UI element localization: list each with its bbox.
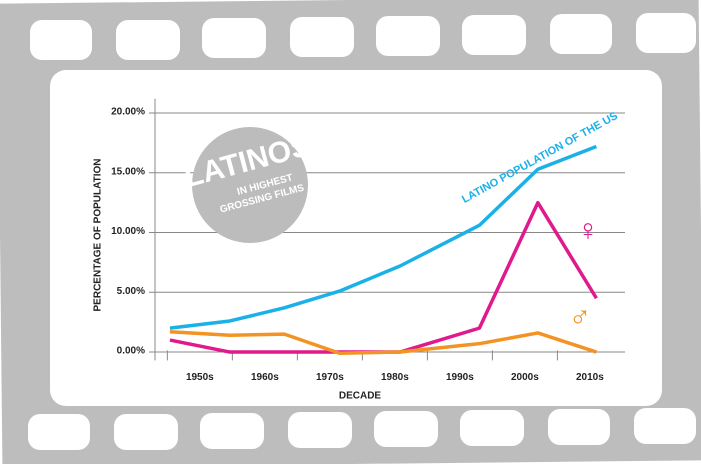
y-tick-label: 5.00% bbox=[117, 286, 145, 297]
legend-label: ♂ bbox=[569, 300, 592, 333]
x-tick-label: 1990s bbox=[446, 372, 474, 383]
x-tick-label: 1950s bbox=[186, 372, 214, 383]
x-tick-label: 2010s bbox=[576, 372, 604, 383]
y-tick-label: 15.00% bbox=[111, 166, 145, 177]
series-line bbox=[169, 329, 597, 355]
x-tick-label: 1960s bbox=[251, 372, 279, 383]
x-axis-title: DECADE bbox=[339, 391, 382, 402]
badge-circle bbox=[192, 127, 308, 243]
y-axis-title: PERCENTAGE OF POPULATION bbox=[93, 159, 104, 312]
y-tick-label: 20.00% bbox=[111, 107, 145, 118]
y-tick-label: 0.00% bbox=[117, 346, 145, 357]
x-tick-label: 2000s bbox=[511, 372, 539, 383]
grid: 0.00% 5.00% 10.00% 15.00% 20.00% 1950s 1960s 19… bbox=[111, 98, 625, 383]
x-tick-label: 1980s bbox=[381, 372, 409, 383]
badge: LATINOS IN HIGHEST GROSSING FILMS bbox=[181, 127, 314, 243]
series-line bbox=[169, 144, 598, 330]
x-tick-label: 1970s bbox=[316, 372, 344, 383]
y-tick-label: 10.00% bbox=[111, 226, 145, 237]
sprocket-holes bbox=[28, 13, 696, 450]
legend-label: ♀ bbox=[577, 214, 600, 247]
